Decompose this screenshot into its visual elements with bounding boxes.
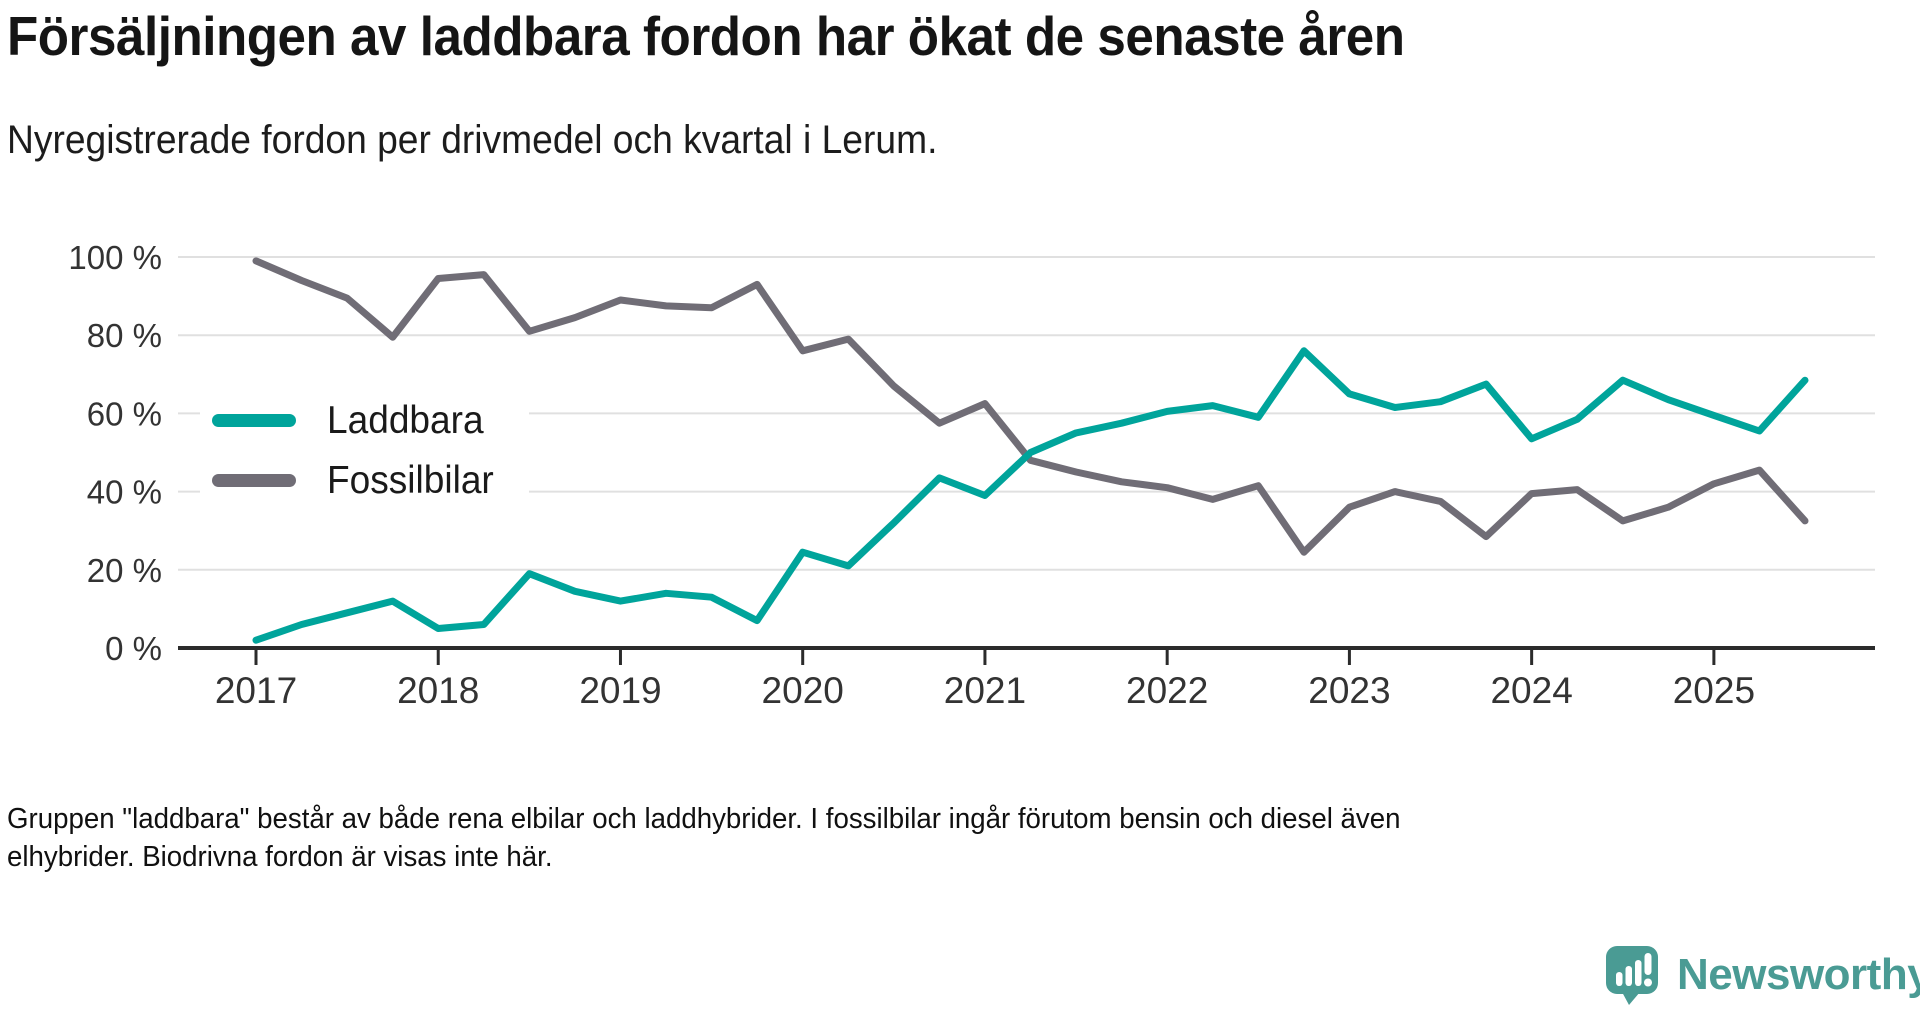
legend-label-laddbara: Laddbara xyxy=(327,399,484,442)
chart-subtitle: Nyregistrerade fordon per drivmedel och … xyxy=(7,118,938,162)
y-axis-label: 100 % xyxy=(68,239,162,276)
x-axis-label: 2019 xyxy=(579,670,661,711)
footnote-line-1: Gruppen "laddbara" består av både rena e… xyxy=(7,803,1401,835)
y-axis-label: 80 % xyxy=(87,317,162,354)
x-axis-label: 2017 xyxy=(215,670,297,711)
legend-swatch-laddbara xyxy=(212,414,296,427)
footnote-line-2: elhybrider. Biodrivna fordon är visas in… xyxy=(7,841,553,874)
series-line-fossilbilar xyxy=(252,257,1809,556)
x-axis-label: 2021 xyxy=(944,670,1026,711)
y-axis-label: 20 % xyxy=(87,552,162,589)
x-axis-label: 2024 xyxy=(1490,670,1572,711)
y-axis-label: 60 % xyxy=(87,395,162,432)
legend-label-fossilbilar: Fossilbilar xyxy=(327,459,494,502)
x-axis-label: 2020 xyxy=(762,670,844,711)
legend: Laddbara Fossilbilar xyxy=(200,391,529,512)
brand-wordmark: Newsworthy xyxy=(1677,950,1920,999)
y-axis-label: 0 % xyxy=(105,630,162,667)
newsworthy-logo: Newsworthy xyxy=(1604,944,1920,1006)
x-axis-label: 2022 xyxy=(1126,670,1208,711)
x-axis-label: 2025 xyxy=(1673,670,1755,711)
series-line-laddbara xyxy=(252,347,1809,644)
legend-swatch-fossilbilar xyxy=(212,474,296,487)
y-axis-label: 40 % xyxy=(87,474,162,511)
page-title: Försäljningen av laddbara fordon har öka… xyxy=(7,5,1405,67)
x-axis-label: 2023 xyxy=(1308,670,1390,711)
legend-item-laddbara: Laddbara xyxy=(212,401,503,440)
footnote: Gruppen "laddbara" består av både rena e… xyxy=(7,800,1400,877)
legend-item-fossilbilar: Fossilbilar xyxy=(212,461,503,500)
newsworthy-icon xyxy=(1606,946,1658,1005)
x-axis-label: 2018 xyxy=(397,670,479,711)
